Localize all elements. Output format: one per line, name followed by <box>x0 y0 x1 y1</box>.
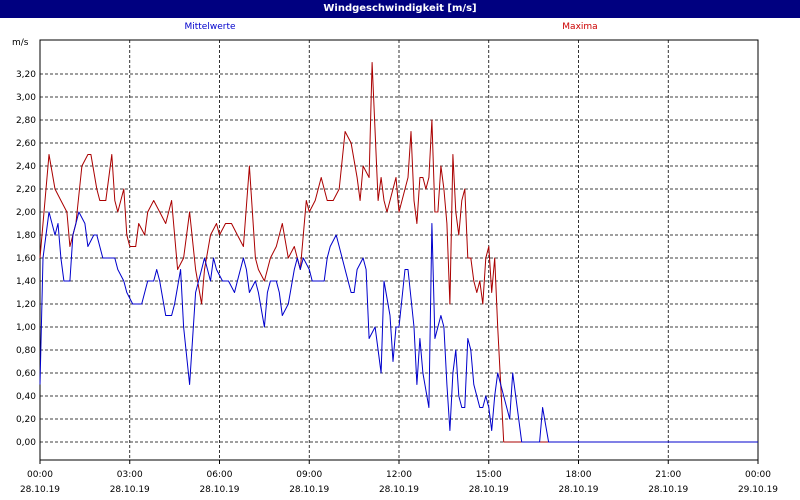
x-tick-date: 28.10.19 <box>648 485 688 495</box>
series-line-mittelwerte <box>39 211 758 443</box>
x-tick-date: 28.10.19 <box>289 485 329 495</box>
y-tick-label: 3,00 <box>16 93 36 103</box>
x-tick-date: 28.10.19 <box>110 485 150 495</box>
grid <box>40 40 758 460</box>
y-tick-label: 3,20 <box>16 70 36 80</box>
x-tick-date: 29.10.19 <box>738 485 778 495</box>
x-tick-date: 28.10.19 <box>379 485 419 495</box>
y-tick-label: 1,40 <box>16 277 36 287</box>
y-tick-label: 0,80 <box>16 346 36 356</box>
y-tick-label: 0,00 <box>16 438 36 448</box>
y-tick-label: 2,60 <box>16 139 36 149</box>
x-ticks: 00:00 28.10.19 03:00 28.10.19 06:00 28.10.19 0… <box>20 460 778 495</box>
x-tick-time: 00:00 <box>745 470 771 480</box>
x-tick-time: 18:00 <box>566 470 592 480</box>
x-tick-time: 06:00 <box>207 470 233 480</box>
y-tick-label: 1,20 <box>16 300 36 310</box>
legend-max: Maxima <box>562 22 598 32</box>
window-title: Windgeschwindigkeit [m/s] <box>0 0 800 18</box>
x-tick-date: 28.10.19 <box>199 485 239 495</box>
y-tick-label: 2,20 <box>16 185 36 195</box>
x-tick-time: 21:00 <box>655 470 681 480</box>
y-unit-label: m/s <box>12 38 29 48</box>
x-tick-date: 28.10.19 <box>20 485 60 495</box>
y-tick-label: 1,00 <box>16 323 36 333</box>
legend-mean: Mittelwerte <box>184 22 236 32</box>
y-ticks: 0,00 0,20 0,40 0,60 0,80 1,00 1,20 1,40 1,60 1,80… <box>16 70 36 448</box>
y-tick-label: 1,80 <box>16 231 36 241</box>
x-tick-time: 09:00 <box>296 470 322 480</box>
y-tick-label: 0,20 <box>16 415 36 425</box>
y-tick-label: 2,40 <box>16 162 36 172</box>
x-tick-time: 15:00 <box>476 470 502 480</box>
y-tick-label: 0,40 <box>16 392 36 402</box>
series-group <box>39 62 758 443</box>
y-tick-label: 2,00 <box>16 208 36 218</box>
x-tick-date: 28.10.19 <box>469 485 509 495</box>
y-tick-label: 0,60 <box>16 369 36 379</box>
y-tick-label: 1,60 <box>16 254 36 264</box>
x-tick-date: 28.10.19 <box>558 485 598 495</box>
x-tick-time: 03:00 <box>117 470 143 480</box>
y-tick-label: 2,80 <box>16 116 36 126</box>
x-tick-time: 12:00 <box>386 470 412 480</box>
x-tick-time: 00:00 <box>27 470 53 480</box>
